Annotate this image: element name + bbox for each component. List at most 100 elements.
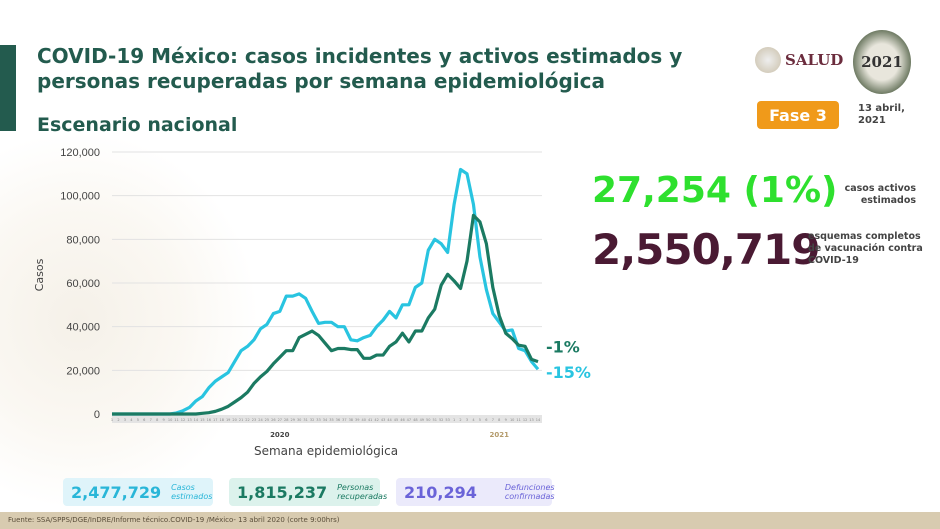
x-tick-label: 13 xyxy=(529,418,533,422)
x-tick-label: 18 xyxy=(219,418,223,422)
x-tick-label: 11 xyxy=(516,418,520,422)
x-tick-label: 7 xyxy=(150,418,152,422)
x-tick-label: 14 xyxy=(536,418,541,422)
x-tick-label: 21 xyxy=(239,418,243,422)
x-tick-label: 24 xyxy=(258,418,263,422)
series-end-label: -1% xyxy=(546,338,580,357)
series-line xyxy=(112,213,539,416)
x-tick-label: 35 xyxy=(329,418,333,422)
summary-cases: 2,477,729 Casos estimados xyxy=(63,478,213,506)
x-tick-label: 17 xyxy=(213,418,217,422)
x-tick-label: 2 xyxy=(117,418,119,422)
x-tick-label: 7 xyxy=(492,418,494,422)
source-footer: Fuente: SSA/SPPS/DGE/InDRE/Informe técni… xyxy=(0,512,940,529)
x-tick-label: 13 xyxy=(187,418,191,422)
accent-bar xyxy=(0,45,16,131)
x-tick-label: 31 xyxy=(303,418,307,422)
x-tick-label: 23 xyxy=(252,418,256,422)
x-tick-label: 5 xyxy=(137,418,139,422)
summary-recovered: 1,815,237 Personas recuperadas xyxy=(229,478,387,506)
phase-badge: Fase 3 xyxy=(757,101,839,129)
background-pattern xyxy=(0,130,260,510)
x-tick-label: 50 xyxy=(426,418,430,422)
seal-icon xyxy=(755,47,781,73)
x-tick-label: 48 xyxy=(413,418,417,422)
x-tick-label: 1 xyxy=(111,418,113,422)
x-tick-label: 46 xyxy=(400,418,404,422)
x-tick-label: 8 xyxy=(156,418,158,422)
x-tick-label: 43 xyxy=(381,418,385,422)
x-tick-label: 30 xyxy=(297,418,301,422)
salud-logo-text: SALUD xyxy=(785,51,844,69)
x-tick-label: 44 xyxy=(387,418,392,422)
x-tick-label: 10 xyxy=(168,418,172,422)
x-tick-label: 19 xyxy=(226,418,230,422)
y-tick-label: 120,000 xyxy=(60,147,100,159)
x-tick-label: 3 xyxy=(466,418,468,422)
summary-label: Casos estimados xyxy=(171,483,213,501)
mexico-2021-logo: 2021 xyxy=(853,30,911,94)
summary-deaths: 210,294 Defunciones confirmadas xyxy=(396,478,555,506)
x-tick-label: 32 xyxy=(310,418,314,422)
x-tick-label: 27 xyxy=(278,418,282,422)
y-tick-label: 100,000 xyxy=(60,191,100,203)
summary-value: 2,477,729 xyxy=(71,482,162,502)
x-tick-label: 12 xyxy=(523,418,527,422)
x-tick-label: 14 xyxy=(194,418,199,422)
x-tick-label: 47 xyxy=(407,418,411,422)
x-tick-label: 51 xyxy=(432,418,436,422)
line-chart: 0 20,000 40,000 60,000 80,000 100,000 120,000 1… xyxy=(33,147,591,458)
logo-2021-text: 2021 xyxy=(861,53,903,71)
page-subtitle: Escenario nacional xyxy=(37,114,238,136)
x-tick-label: 16 xyxy=(207,418,211,422)
vaccine-value: 2,550,719 xyxy=(592,225,820,274)
x-tick-label: 41 xyxy=(368,418,372,422)
x-tick-label: 40 xyxy=(361,418,365,422)
x-tick-label: 53 xyxy=(445,418,449,422)
series-line xyxy=(112,167,540,416)
report-date: 13 abril, 2021 xyxy=(858,103,905,126)
salud-logo: SALUD xyxy=(755,47,843,73)
summary-value: 1,815,237 xyxy=(237,482,328,502)
page-title: COVID-19 México: casos incidentes y acti… xyxy=(37,44,683,93)
x-tick-label: 28 xyxy=(284,418,288,422)
x-tick-label: 12 xyxy=(181,418,185,422)
x-axis-label: Semana epidemiológica xyxy=(254,444,398,458)
x-tick-label: 33 xyxy=(316,418,320,422)
x-tick-label: 10 xyxy=(510,418,514,422)
x-tick-label: 38 xyxy=(349,418,353,422)
x-tick-label: 45 xyxy=(394,418,398,422)
x-tick-label: 1 xyxy=(453,418,455,422)
x-tick-label: 20 xyxy=(232,418,236,422)
x-tick-label: 3 xyxy=(124,418,126,422)
x-tick-label: 6 xyxy=(485,418,487,422)
x-tick-label: 2 xyxy=(459,418,461,422)
year-label-2021: 2021 xyxy=(490,431,510,439)
vaccine-label: esquemas completos de vacunación contra … xyxy=(808,231,923,266)
y-tick-label: 20,000 xyxy=(66,365,100,377)
x-tick-label: 26 xyxy=(271,418,275,422)
x-tick-label: 8 xyxy=(498,418,500,422)
x-tick-label: 6 xyxy=(143,418,145,422)
x-tick-label: 4 xyxy=(472,418,475,422)
year-label-2020: 2020 xyxy=(270,431,290,439)
summary-value: 210,294 xyxy=(404,482,477,502)
summary-label: Personas recuperadas xyxy=(337,483,388,501)
x-tick-label: 49 xyxy=(420,418,424,422)
x-tick-label: 11 xyxy=(174,418,178,422)
x-tick-label: 5 xyxy=(479,418,481,422)
series-end-label: -15% xyxy=(546,363,591,382)
x-tick-label: 42 xyxy=(374,418,378,422)
active-cases-value: 27,254 (1%) xyxy=(592,170,838,211)
x-tick-label: 36 xyxy=(336,418,340,422)
x-tick-label: 4 xyxy=(130,418,133,422)
x-tick-label: 9 xyxy=(505,418,507,422)
y-tick-label: 40,000 xyxy=(66,322,100,334)
x-tick-label: 52 xyxy=(439,418,443,422)
x-axis-band xyxy=(112,415,542,423)
x-tick-label: 15 xyxy=(200,418,204,422)
x-tick-label: 34 xyxy=(323,418,328,422)
x-tick-label: 9 xyxy=(163,418,165,422)
x-tick-label: 29 xyxy=(290,418,294,422)
y-tick-label: 60,000 xyxy=(66,278,100,290)
